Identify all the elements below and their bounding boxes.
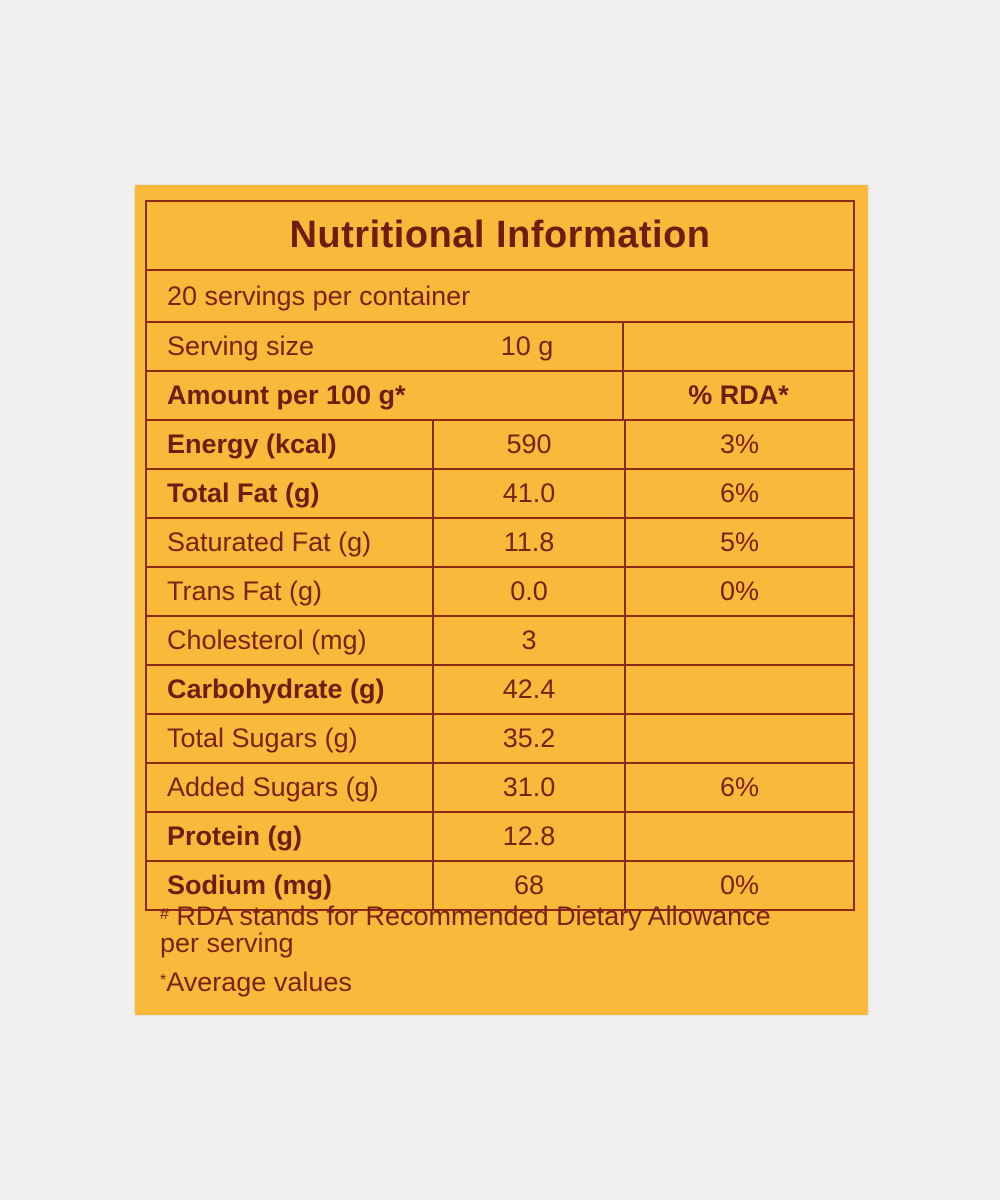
nutrient-row: Protein (g) 12.8 <box>147 813 853 862</box>
nutrition-table: Nutritional Information 20 servings per … <box>145 200 855 911</box>
hash-mark: # <box>160 906 169 923</box>
nutrient-row: Trans Fat (g) 0.0 0% <box>147 568 853 617</box>
amount-header-label: Amount per 100 g* <box>167 380 406 410</box>
nutrient-name: Total Fat (g) <box>167 478 320 508</box>
serving-size-label: Serving size <box>167 331 315 361</box>
nutrient-rda: 3% <box>624 421 853 468</box>
nutrient-amount: 590 <box>432 421 624 468</box>
label-title: Nutritional Information <box>147 202 853 271</box>
nutrient-amount: 35.2 <box>432 715 624 762</box>
nutrient-name: Protein (g) <box>167 821 302 851</box>
nutrient-rda: 0% <box>624 862 853 909</box>
nutrient-row: Carbohydrate (g) 42.4 <box>147 666 853 715</box>
serving-size-row: Serving size 10 g <box>147 323 853 372</box>
nutrient-row: Added Sugars (g) 31.0 6% <box>147 764 853 813</box>
nutrient-row: Saturated Fat (g) 11.8 5% <box>147 519 853 568</box>
nutrient-rda <box>624 666 853 713</box>
nutrient-rda: 5% <box>624 519 853 566</box>
nutrient-name: Carbohydrate (g) <box>167 674 385 704</box>
nutrient-amount: 0.0 <box>432 568 624 615</box>
rda-footnote: # RDA stands for Recommended Dietary All… <box>160 903 850 930</box>
nutrient-amount: 3 <box>432 617 624 664</box>
rda-header: % RDA* <box>622 372 853 419</box>
nutrient-amount: 41.0 <box>432 470 624 517</box>
nutrient-amount: 42.4 <box>432 666 624 713</box>
nutrient-amount: 31.0 <box>432 764 624 811</box>
rda-footnote-text: RDA stands for Recommended Dietary Allow… <box>168 901 771 931</box>
nutrient-rda: 0% <box>624 568 853 615</box>
nutrient-row: Total Sugars (g) 35.2 <box>147 715 853 764</box>
rda-footnote-continuation: per serving <box>160 928 294 958</box>
nutrient-rda <box>624 813 853 860</box>
nutrient-rda <box>624 715 853 762</box>
asterisk-mark: * <box>160 972 167 989</box>
nutrient-row: Energy (kcal) 590 3% <box>147 421 853 470</box>
amount-header-row: Amount per 100 g* % RDA* <box>147 372 853 421</box>
servings-per-container: 20 servings per container <box>147 271 853 323</box>
nutrient-amount: 11.8 <box>432 519 624 566</box>
average-footnote-text: Average values <box>166 967 352 997</box>
nutrient-rda: 6% <box>624 470 853 517</box>
nutrient-name: Added Sugars (g) <box>167 772 379 802</box>
nutrient-amount: 12.8 <box>432 813 624 860</box>
nutrient-name: Saturated Fat (g) <box>167 527 372 557</box>
nutrient-name: Sodium (mg) <box>167 870 332 900</box>
nutrition-label: Nutritional Information 20 servings per … <box>135 185 868 1015</box>
nutrient-name: Cholesterol (mg) <box>167 625 367 655</box>
serving-size-value: 10 g <box>500 331 554 361</box>
nutrient-row: Total Fat (g) 41.0 6% <box>147 470 853 519</box>
nutrient-amount: 68 <box>432 862 624 909</box>
nutrient-name: Energy (kcal) <box>167 429 337 459</box>
average-footnote: *Average values <box>160 969 850 996</box>
nutrient-rda: 6% <box>624 764 853 811</box>
nutrient-name: Total Sugars (g) <box>167 723 358 753</box>
serving-size-rda <box>622 323 853 370</box>
nutrient-row: Cholesterol (mg) 3 <box>147 617 853 666</box>
nutrient-row: Sodium (mg) 68 0% <box>147 862 853 909</box>
footnotes: # RDA stands for Recommended Dietary All… <box>160 903 850 996</box>
nutrient-name: Trans Fat (g) <box>167 576 323 606</box>
nutrient-rda <box>624 617 853 664</box>
